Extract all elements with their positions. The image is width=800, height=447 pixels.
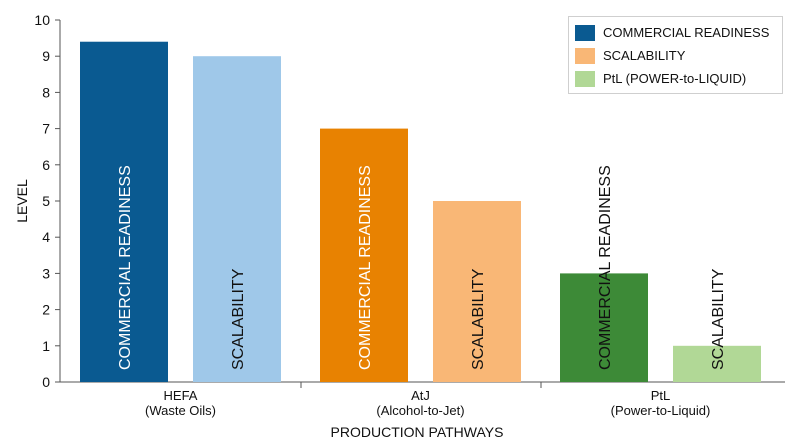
y-tick-label: 3 [42,265,50,281]
bar [80,41,168,382]
x-category-sublabel: (Alcohol-to-Jet) [376,403,464,418]
y-tick-label: 7 [42,121,50,137]
bar-label: SCALABILITY [710,268,727,370]
bars-layer: COMMERCIAL READINESS SCALABILITY COMMERCIA… [80,41,761,382]
y-tick-label: 9 [42,48,50,64]
bar [320,128,408,382]
y-axis-label: LEVEL [14,179,30,223]
legend: COMMERCIAL READINESS SCALABILITY PtL (PO… [568,16,783,94]
bar-label: SCALABILITY [470,268,487,370]
x-category-sublabel: (Power-to-Liquid) [611,403,711,418]
x-category-label: HEFA [164,388,198,403]
legend-swatch-commercial-readiness [575,24,595,41]
bar-label: COMMERCIAL READINESS [357,165,374,370]
y-axis-ticks: 0 1 2 3 4 5 6 7 8 9 10 [34,12,60,390]
y-tick-label: 2 [42,302,50,318]
y-tick-label: 4 [42,229,50,245]
y-tick-label: 1 [42,338,50,354]
x-category-sublabel: (Waste Oils) [145,403,216,418]
y-tick-label: 0 [42,374,50,390]
legend-item-scalability: SCALABILITY [575,44,776,67]
y-tick-label: 5 [42,193,50,209]
legend-label: COMMERCIAL READINESS [603,25,770,40]
bar [193,56,281,382]
x-category-label: PtL [651,388,671,403]
legend-swatch-scalability [575,47,595,64]
legend-label: PtL (POWER-to-LIQUID) [603,71,747,86]
y-tick-label: 8 [42,84,50,100]
legend-label: SCALABILITY [603,48,686,63]
legend-swatch-ptl [575,70,595,87]
bar [560,273,648,382]
y-tick-label: 6 [42,157,50,173]
bar [433,201,521,382]
y-tick-label: 10 [34,12,50,28]
bar-label: COMMERCIAL READINESS [117,165,134,370]
x-category-label: AtJ [411,388,430,403]
legend-item-commercial-readiness: COMMERCIAL READINESS [575,21,776,44]
bar-label: SCALABILITY [230,268,247,370]
x-axis-labels: HEFA(Waste Oils) AtJ(Alcohol-to-Jet) PtL(P… [145,382,710,418]
x-axis-label: PRODUCTION PATHWAYS [331,424,504,440]
legend-item-ptl: PtL (POWER-to-LIQUID) [575,67,776,90]
bar-label: COMMERCIAL READINESS [597,165,614,370]
bar [673,345,761,382]
